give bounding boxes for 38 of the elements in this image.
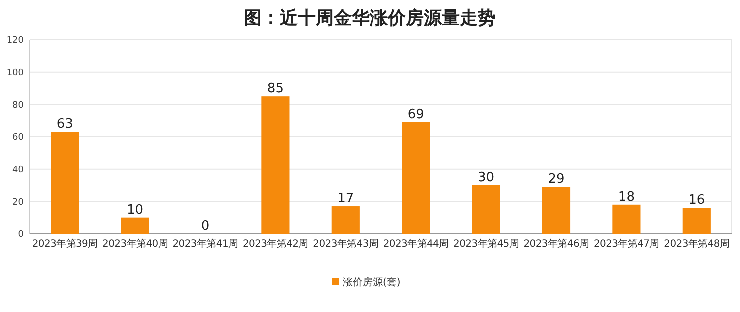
bar [332,206,360,234]
data-label: 10 [127,202,144,218]
bar [472,186,500,234]
bar [612,204,641,234]
y-tick-label: 80 [12,100,24,111]
y-tick-label: 0 [18,230,24,240]
data-label: 18 [618,190,635,205]
y-tick-label: 60 [12,133,24,144]
x-tick-label: 2023年第45周 [454,238,520,250]
data-label: 29 [548,172,565,188]
legend-label: 涨价房源(套) [343,276,401,288]
bar [51,132,80,234]
data-label: 63 [56,117,74,132]
x-tick-label: 2023年第42周 [242,238,308,250]
bar [682,208,711,234]
x-tick-label: 2023年第41周 [172,238,238,250]
x-tick-label: 2023年第44周 [383,238,449,250]
y-tick-label: 20 [12,198,24,208]
data-label: 30 [478,170,495,186]
x-tick-label: 2023年第43周 [313,238,379,250]
data-label: 17 [338,192,354,207]
bar [262,96,290,234]
chart-title: 图：近十周金华涨价房源量走势 [244,8,496,29]
x-tick-label: 2023年第39周 [32,238,98,250]
data-label: 69 [408,107,424,122]
x-tick-label: 2023年第40周 [102,238,168,250]
x-tick-label: 2023年第46周 [524,238,590,250]
data-label: 85 [267,82,284,97]
bar [542,187,571,234]
x-tick-label: 2023年第47周 [594,238,660,250]
y-tick-label: 40 [12,165,24,176]
x-tick-label: 2023年第48周 [664,238,730,250]
data-label: 0 [201,219,210,234]
y-tick-label: 120 [6,36,24,46]
data-label: 16 [688,193,706,208]
bar [121,218,150,234]
y-tick-label: 100 [6,68,24,78]
bar [402,122,430,234]
